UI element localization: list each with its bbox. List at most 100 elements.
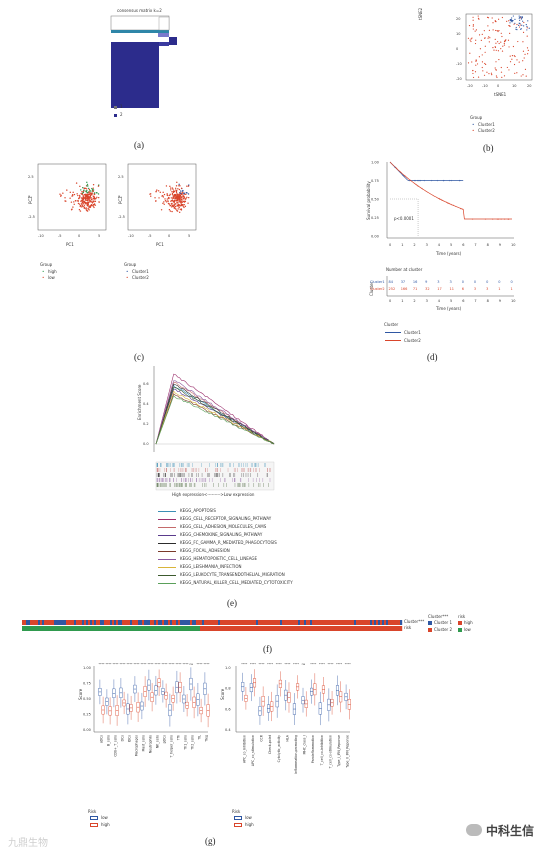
km-censor-cluster2: + — [460, 206, 462, 210]
pca1-legend-label-2: low — [48, 275, 55, 280]
tsne-point-cluster2 — [520, 75, 522, 77]
pca-point-high — [86, 181, 88, 184]
heatmap-cell-cluster — [88, 620, 91, 625]
box-xlabel: Th2_cells — [191, 735, 195, 751]
tsne-point-cluster2 — [500, 48, 502, 50]
km-censor-cluster2: + — [461, 207, 463, 211]
pca-point-low — [98, 196, 100, 199]
heatmap-cell-risk — [330, 626, 333, 631]
km-censor-cluster2: + — [492, 217, 494, 221]
heatmap-cell-risk — [166, 626, 169, 631]
box-ytick: 0.50 — [83, 697, 91, 701]
pca-point-low — [90, 197, 92, 199]
pca-point-high — [93, 192, 96, 194]
pca-point-low — [87, 198, 89, 200]
heatmap-cell-risk — [260, 626, 263, 631]
tsne-point-cluster2 — [494, 67, 496, 69]
pca-point-low — [84, 201, 86, 204]
pca-point-low — [82, 203, 85, 205]
heatmap-cell-cluster — [102, 620, 105, 625]
heatmap-cell-cluster — [366, 620, 369, 625]
km-xtick: 8 — [487, 243, 489, 247]
pca-point-high — [85, 190, 87, 192]
heatmap-cell-risk — [164, 626, 167, 631]
heatmap-cell-risk — [304, 626, 307, 631]
tsne-points — [467, 15, 530, 79]
heatmap-cell-cluster — [284, 620, 287, 625]
heatmap-cell-risk — [114, 626, 117, 631]
km-ytick: 0.00 — [371, 235, 379, 239]
heatmap-cell-risk — [22, 626, 25, 631]
box-right-legend-swatch-high — [234, 823, 242, 827]
legend-swatch-1 — [114, 106, 117, 109]
heatmap-cell-risk — [324, 626, 327, 631]
km-censor-cluster1: + — [394, 165, 396, 169]
heatmap-cell-cluster — [222, 620, 225, 625]
heatmap-cell-risk — [298, 626, 301, 631]
tsne-point-cluster1 — [526, 25, 528, 28]
heatmap-cell-risk — [276, 626, 279, 631]
heatmap-cell-risk — [386, 626, 389, 631]
pca-point-cluster2 — [183, 196, 186, 199]
heatmap-cell-risk — [42, 626, 45, 631]
km-censor-cluster2: + — [400, 170, 402, 174]
heatmap-cell-risk — [90, 626, 93, 631]
km-censor-cluster1: + — [448, 179, 450, 183]
heatmap-cell-risk — [212, 626, 215, 631]
heatmap-cell-risk — [356, 626, 359, 631]
pca-point-cluster2 — [168, 194, 171, 197]
pca-point-low — [83, 204, 86, 207]
tsne-legend-dot-2: • — [472, 128, 475, 133]
tsne-legend-label-2: Cluster2 — [478, 128, 495, 133]
box-left-yticks: 1.00 0.75 0.50 0.25 0.00 — [83, 666, 91, 732]
heatmap-cell-cluster — [36, 620, 39, 625]
heatmap-cell-risk — [76, 626, 79, 631]
heatmap-cell-cluster — [280, 620, 283, 625]
pca-point-low — [83, 200, 86, 203]
tsne-point-cluster1 — [511, 19, 513, 22]
panel-label-g: (g) — [205, 836, 216, 846]
risk-xtick: 3 — [426, 299, 428, 303]
gsea-legend-swatch — [158, 575, 176, 576]
pca-point-low — [91, 204, 93, 207]
pca-point-low — [82, 197, 84, 199]
heatmap-cell-risk — [146, 626, 149, 631]
heatmap-cell-cluster — [348, 620, 351, 625]
tsne-point-cluster2 — [513, 63, 516, 66]
heatmap-cell-cluster — [50, 620, 53, 625]
pca-point-cluster2 — [172, 197, 174, 199]
tsne-point-cluster2 — [522, 41, 524, 43]
tsne-yticks: 20 10 0 -10 -20 — [456, 17, 462, 81]
pca-point-low — [98, 201, 100, 203]
pca-point-low — [81, 193, 83, 195]
risk-xtick: 0 — [389, 299, 391, 303]
pca-point-high — [91, 187, 93, 190]
tsne-point-cluster2 — [503, 40, 506, 43]
tsne-point-cluster2 — [486, 16, 489, 18]
heatmap-cell-cluster — [298, 620, 301, 625]
box-xlabel: aDCs — [100, 735, 104, 744]
tsne-point-cluster2 — [500, 32, 502, 34]
tsne-point-cluster2 — [489, 37, 491, 39]
tsne-point-cluster2 — [503, 44, 506, 46]
heatmap-cell-cluster — [78, 620, 81, 625]
tsne-point-cluster2 — [481, 33, 483, 35]
pca-point-low — [78, 194, 81, 197]
pca-point-cluster2 — [179, 194, 182, 197]
heatmap-cell-risk — [388, 626, 391, 631]
heatmap-cell-cluster — [382, 620, 385, 625]
tsne-point-cluster2 — [495, 42, 497, 44]
gsea-ytick: 0.2 — [143, 422, 149, 426]
heatmap-cell-cluster — [116, 620, 119, 625]
risk-cell: 71 — [413, 287, 417, 291]
tsne-point-cluster2 — [496, 30, 498, 32]
heatmap-cell-cluster — [342, 620, 345, 625]
box-significance: **** — [327, 662, 334, 666]
tsne-xtick: -10 — [482, 84, 488, 88]
pca-point-high — [91, 189, 94, 191]
risk-xtick: 8 — [487, 299, 489, 303]
pca-point-cluster1 — [178, 183, 180, 186]
pca-point-low — [96, 196, 98, 199]
tsne-point-cluster1 — [509, 19, 511, 21]
heatmap-cell-risk — [228, 626, 231, 631]
